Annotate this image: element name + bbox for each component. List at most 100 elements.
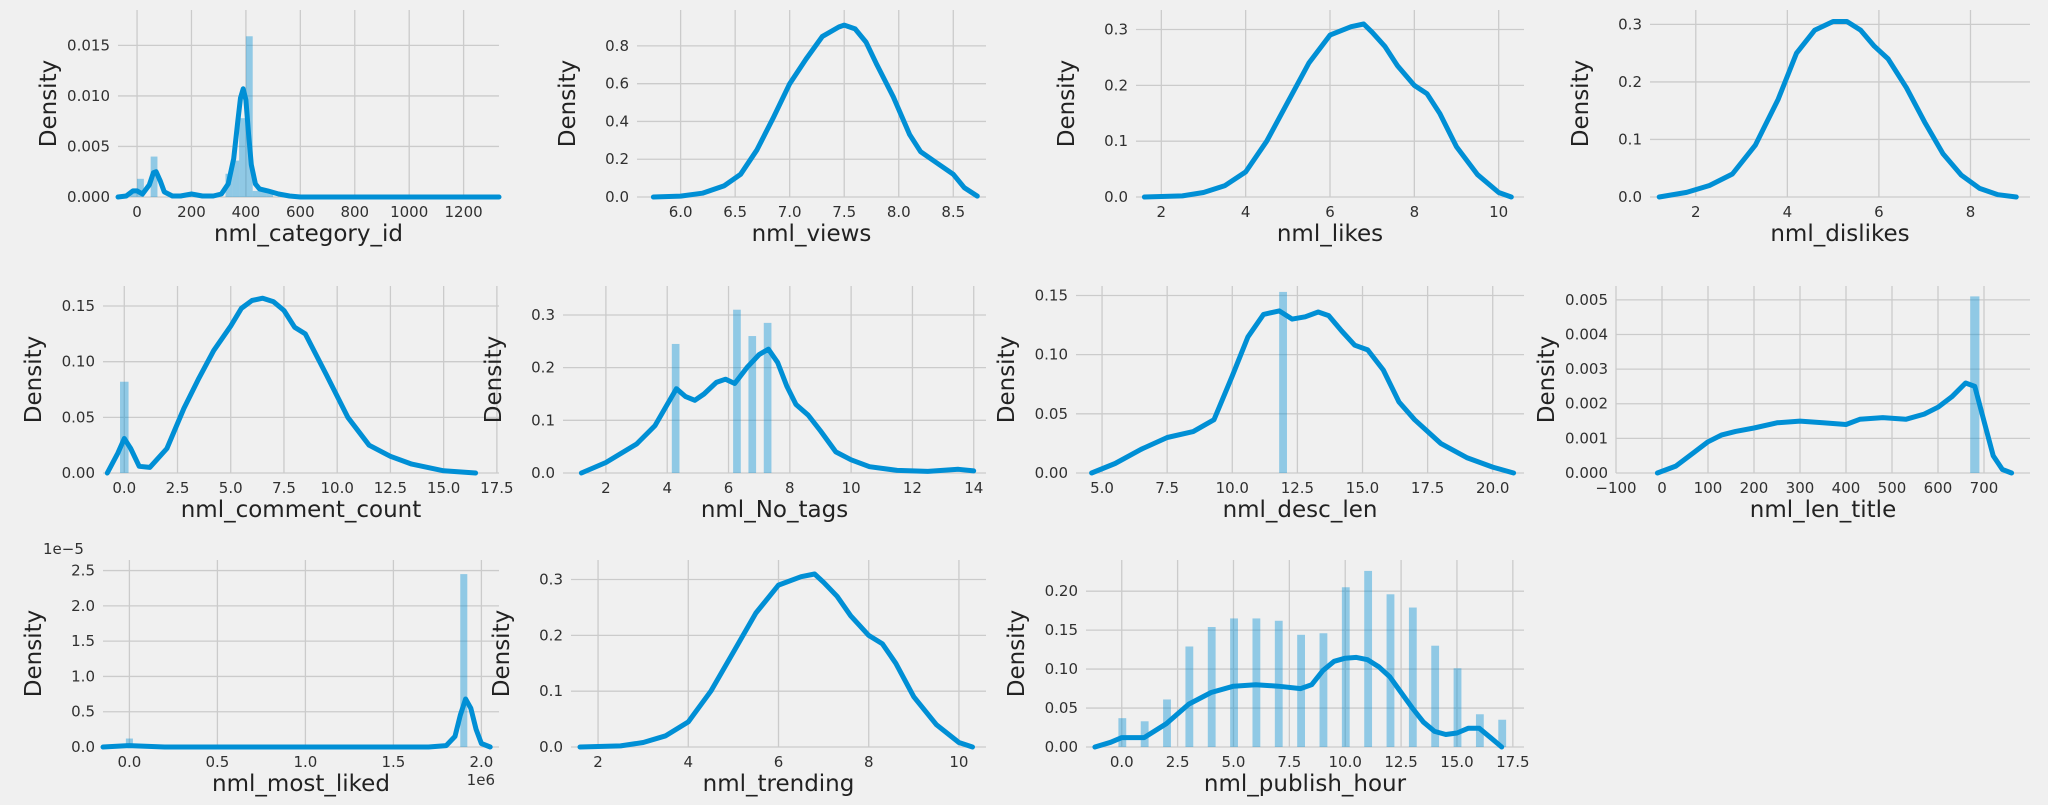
y-tick-label: 0.005 [1565, 291, 1608, 309]
x-tick-label: 20.0 [1476, 479, 1509, 497]
histogram-bar [763, 322, 772, 473]
histogram-bar [1207, 627, 1216, 747]
histogram-bar [252, 190, 260, 197]
y-tick-label: 0.004 [1565, 325, 1608, 343]
x-axis-label: nml_likes [1277, 221, 1383, 247]
kde-curve [1089, 308, 1517, 476]
kde-curve [1141, 21, 1514, 200]
x-axis-label: nml_comment_count [181, 497, 422, 523]
y-tick-label: 0.05 [1045, 699, 1078, 717]
kde-curve [104, 295, 479, 476]
y-tick-label: 0.2 [1104, 76, 1128, 94]
y-tick-label: 0.005 [67, 137, 110, 155]
y-tick-label: 0.2 [531, 359, 555, 377]
x-tick-label: 7.5 [1155, 479, 1179, 497]
x-tick-label: 6.5 [723, 203, 747, 221]
x-tick-label: 200 [1740, 479, 1769, 497]
kde-curve [650, 22, 980, 200]
y-axis-label: Density [489, 610, 515, 697]
x-tick-label: 0 [1657, 479, 1667, 497]
x-tick-label: 2.5 [166, 479, 190, 497]
x-tick-label: 10.0 [1216, 479, 1249, 497]
y-tick-label: 2.5 [71, 562, 95, 580]
x-tick-label: 10 [842, 479, 861, 497]
x-tick-label: 2 [593, 753, 603, 771]
subplot-nml_dislikes: 2 4 6 8 0.0 0.1 0.2 0.3 nml_dislikes Density [1568, 10, 2030, 247]
x-tick-label: 5.0 [1090, 479, 1114, 497]
kde-curve [1656, 19, 2019, 200]
histogram-bar [1408, 607, 1417, 747]
histogram-bar [266, 192, 274, 197]
x-tick-label: 2 [1691, 203, 1701, 221]
y-tick-label: 0.05 [1035, 405, 1068, 423]
y-tick-label: 0.3 [539, 571, 563, 589]
kde-curve [100, 696, 493, 750]
histogram-bar [1118, 718, 1127, 747]
y-offset-label: 1e−5 [43, 540, 84, 558]
x-tick-label: 6 [1325, 203, 1335, 221]
x-tick-label: 5.0 [1222, 753, 1246, 771]
histogram-bar [1319, 633, 1328, 747]
x-tick-label: 0.0 [117, 753, 141, 771]
x-axis-label: nml_trending [703, 771, 855, 797]
x-tick-label: 2.0 [469, 753, 493, 771]
x-tick-label: −100 [1595, 479, 1636, 497]
y-tick-label: 0.1 [1104, 132, 1128, 150]
y-axis-label: Density [36, 60, 62, 147]
y-tick-label: 0.000 [1565, 464, 1608, 482]
x-tick-label: 8 [1966, 203, 1976, 221]
histogram-bar [125, 738, 133, 747]
x-tick-label: 15.0 [1346, 479, 1379, 497]
histogram-bar [1185, 646, 1194, 747]
histogram-bar [1431, 645, 1440, 747]
histogram-bar [1453, 668, 1462, 747]
kde-curve [1654, 380, 2015, 476]
y-tick-label: 0.3 [1104, 21, 1128, 39]
x-offset-label: 1e6 [467, 771, 495, 789]
y-tick-label: 0.15 [62, 297, 95, 315]
subplot-nml_desc_len: 5.0 7.5 10.0 12.5 15.0 17.5 20.0 0.00 0.05 0.10 0.… [994, 286, 1524, 523]
subplot-nml_likes: 2 4 6 8 10 0.0 0.1 0.2 0.3 nml_likes Density [1054, 10, 1524, 247]
x-tick-label: 8 [785, 479, 795, 497]
y-tick-label: 0.15 [1045, 621, 1078, 639]
x-tick-label: 10 [1489, 203, 1508, 221]
x-tick-label: 5.0 [219, 479, 243, 497]
x-tick-label: 800 [340, 203, 369, 221]
x-tick-label: 100 [1694, 479, 1723, 497]
subplot-nml_len_title: −100 0 100 200 300 400 500 600 700 0.000 0.001 0.00… [1534, 286, 2030, 523]
x-tick-label: 6.0 [669, 203, 693, 221]
y-tick-label: 0.20 [1045, 582, 1078, 600]
y-tick-label: 0.10 [1045, 660, 1078, 678]
y-axis-label: Density [21, 336, 47, 423]
y-tick-label: 0.001 [1565, 429, 1608, 447]
x-tick-label: 1.5 [381, 753, 405, 771]
subplot-grid: 0 200 400 600 800 1000 12000.0000.0050.0100.01… [21, 10, 2030, 797]
subplot-nml_trending: 2 4 6 8 10 0.0 0.1 0.2 0.3 nml_trending Density [489, 560, 986, 797]
y-tick-label: 0.05 [62, 408, 95, 426]
y-tick-label: 0.002 [1565, 395, 1608, 413]
histogram-bar [1230, 618, 1238, 747]
y-tick-label: 0.00 [1045, 738, 1078, 756]
x-tick-label: 600 [286, 203, 315, 221]
x-tick-label: 4 [1241, 203, 1251, 221]
x-tick-label: 700 [1970, 479, 1999, 497]
x-tick-label: 1000 [390, 203, 428, 221]
subplot-nml_most_liked: 0.0 0.5 1.0 1.5 2.0 0.0 0.5 1.0 1.5 2.0 2.5 nml_mos… [21, 540, 499, 797]
y-tick-label: 0.1 [539, 682, 563, 700]
x-tick-label: 4 [1783, 203, 1793, 221]
histogram-bar [748, 336, 757, 473]
y-tick-label: 0.00 [62, 464, 95, 482]
x-tick-label: 7.5 [272, 479, 296, 497]
y-tick-label: 0.2 [1618, 73, 1642, 91]
x-tick-label: 8 [864, 753, 874, 771]
x-tick-label: 6 [724, 479, 734, 497]
y-tick-label: 0.6 [605, 75, 629, 93]
x-tick-label: 10.0 [320, 479, 353, 497]
y-tick-label: 0.0 [539, 738, 563, 756]
x-tick-label: 15.0 [1440, 753, 1473, 771]
x-axis-label: nml_len_title [1750, 497, 1896, 523]
histogram-bar [733, 309, 741, 473]
histogram-bar [1386, 594, 1395, 747]
kde-curve [578, 346, 977, 476]
